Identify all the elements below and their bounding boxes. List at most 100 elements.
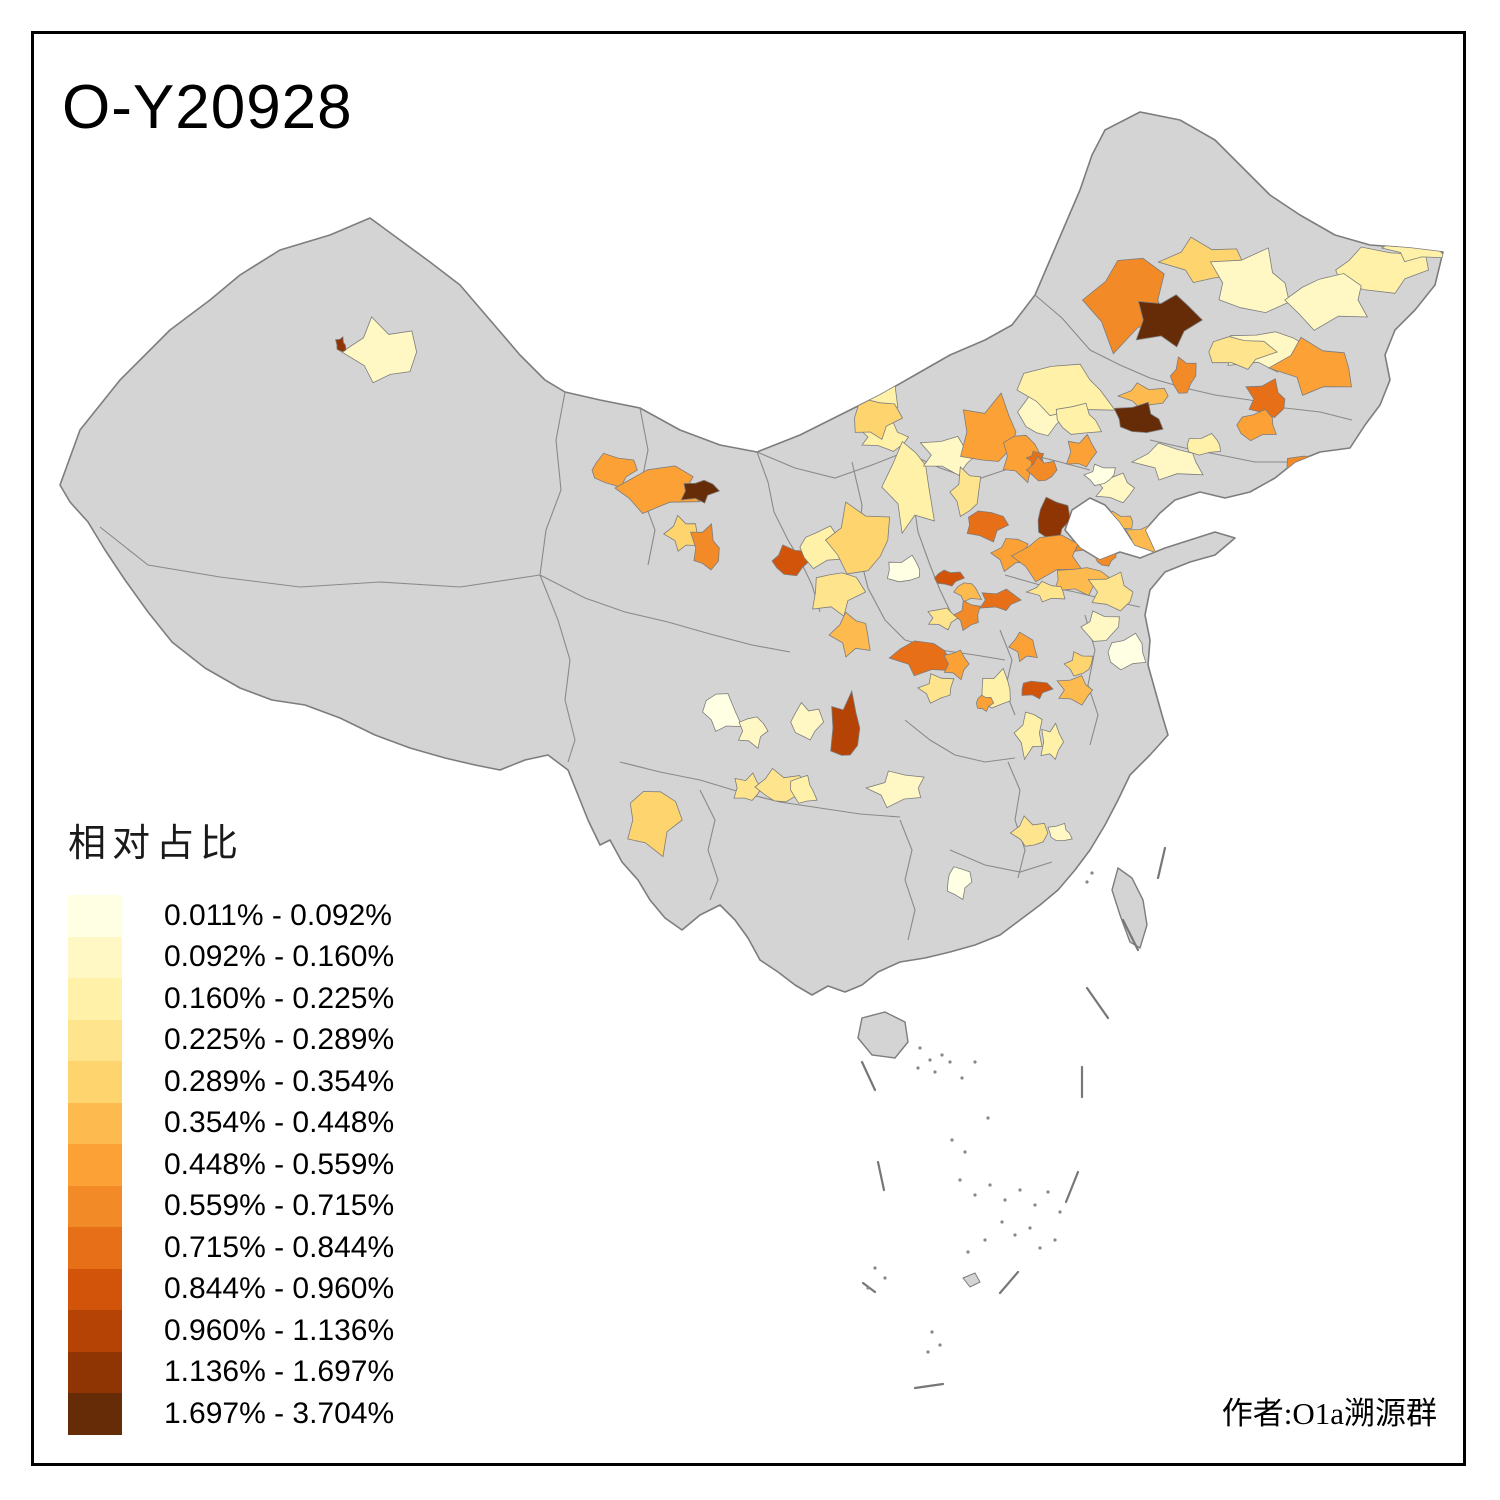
prefecture-region	[1087, 571, 1134, 612]
prefecture-region	[771, 544, 810, 577]
prefecture-region	[1169, 356, 1197, 394]
prefecture-region	[1009, 815, 1049, 847]
legend-entry: 0.225% - 0.289%	[68, 1019, 395, 1061]
legend-label: 0.160% - 0.225%	[164, 981, 395, 1015]
legend-label: 0.448% - 0.559%	[164, 1147, 395, 1181]
prefecture-region	[824, 501, 891, 575]
legend-entry: 0.354% - 0.448%	[68, 1102, 395, 1144]
islet-dot	[973, 1193, 977, 1197]
taiwan-island	[1111, 866, 1148, 950]
prefecture-region	[886, 554, 921, 583]
prefecture-region	[1186, 433, 1222, 456]
islet-dot	[950, 1138, 954, 1142]
islet-dot	[1090, 871, 1094, 875]
prefecture-region	[733, 772, 762, 801]
prefecture-region	[680, 479, 721, 504]
prefecture-region	[702, 693, 743, 732]
islet-dot	[866, 1286, 870, 1290]
sea-islets	[866, 871, 1094, 1354]
prefecture-region	[790, 774, 818, 804]
prefecture-region	[1025, 580, 1066, 603]
legend-rows: 0.011% - 0.092% 0.092% - 0.160% 0.160% - 0…	[68, 895, 394, 1435]
prefecture-region	[1236, 408, 1277, 442]
islet-dot	[1018, 1188, 1022, 1192]
prefecture-region	[1208, 336, 1278, 370]
prefecture-region	[1016, 363, 1116, 417]
legend-entry: 0.960% - 1.136%	[68, 1310, 394, 1352]
prefecture-region	[934, 569, 966, 587]
prefecture-region	[1167, 505, 1201, 526]
islet-dot	[1028, 1226, 1032, 1230]
islet-dot	[938, 1343, 942, 1347]
legend-label: 0.354% - 0.448%	[164, 1106, 395, 1140]
islet-dot	[1058, 1210, 1062, 1214]
legend-label: 1.136% - 1.697%	[164, 1355, 395, 1389]
islet-dot	[973, 1060, 977, 1064]
legend-label: 0.559% - 0.715%	[164, 1189, 395, 1223]
prefecture-region	[830, 689, 861, 756]
islet-dot	[948, 1060, 952, 1064]
legend-swatch	[68, 978, 122, 1020]
legend-swatch	[68, 936, 122, 978]
prefecture-region	[1066, 433, 1098, 468]
prefecture-region	[1080, 610, 1120, 642]
prefecture-region	[1285, 455, 1345, 485]
legend-label: 0.844% - 0.960%	[164, 1272, 395, 1306]
prefecture-region	[737, 716, 769, 750]
prefecture-region	[1284, 273, 1369, 331]
prefecture-region	[1040, 722, 1065, 761]
prefecture-region	[335, 336, 347, 353]
islet-dot	[1000, 1220, 1004, 1224]
prefecture-region	[1107, 632, 1147, 671]
legend-label: 0.715% - 0.844%	[164, 1230, 395, 1264]
legend-entry: 0.289% - 0.354%	[68, 1061, 394, 1103]
prefecture-region	[943, 649, 970, 681]
hainan-island	[857, 1011, 909, 1059]
islet-dot	[916, 1066, 920, 1070]
legend: 相对占比 0.011% - 0.092% 0.092% - 0.160% 0.160…	[68, 812, 394, 1435]
prefecture-region	[888, 640, 960, 677]
legend-entry: 0.559% - 0.715%	[68, 1185, 395, 1227]
legend-swatch	[68, 1019, 122, 1061]
prefecture-region	[1116, 382, 1169, 408]
legend-swatch	[68, 1351, 122, 1393]
islet-dot	[966, 1250, 970, 1254]
legend-swatch	[68, 1144, 122, 1186]
prefecture-region	[1083, 463, 1116, 486]
prefecture-region	[614, 465, 701, 514]
prefecture-region	[1013, 711, 1043, 761]
islet-dot	[1046, 1190, 1050, 1194]
prefecture-region	[662, 514, 698, 552]
prefecture-region	[1113, 401, 1164, 434]
legend-swatch	[68, 1185, 122, 1227]
islet-dot	[873, 1266, 877, 1270]
prefecture-region	[975, 694, 995, 713]
legend-entry: 0.844% - 0.960%	[68, 1268, 395, 1310]
prefecture-region	[949, 466, 982, 518]
islet-dot	[1053, 1238, 1057, 1242]
prefecture-region	[1130, 442, 1204, 481]
islet-dot	[940, 1053, 944, 1057]
legend-label: 0.011% - 0.092%	[164, 898, 392, 932]
prefecture-region	[1063, 651, 1094, 677]
legend-entry: 0.715% - 0.844%	[68, 1227, 394, 1269]
islet-dot	[918, 1046, 922, 1050]
prefecture-region	[864, 770, 925, 809]
prefecture-region	[790, 701, 825, 741]
legend-label: 1.697% - 3.704%	[164, 1396, 395, 1430]
prefecture-region	[690, 523, 720, 571]
islet-dot	[1003, 1198, 1007, 1202]
prefecture-region	[1245, 378, 1286, 418]
legend-swatch	[68, 1268, 122, 1310]
legend-label: 0.225% - 0.289%	[164, 1023, 395, 1057]
prefecture-region	[1056, 674, 1094, 706]
prefecture-region	[1053, 567, 1114, 597]
islet-dot	[1033, 1203, 1037, 1207]
islet-dot	[1085, 880, 1089, 884]
legend-swatch	[68, 1102, 122, 1144]
islet-dot	[883, 1276, 887, 1280]
prefecture-region	[1209, 247, 1290, 314]
prefecture-region	[946, 866, 973, 901]
islet-dot	[960, 1076, 964, 1080]
